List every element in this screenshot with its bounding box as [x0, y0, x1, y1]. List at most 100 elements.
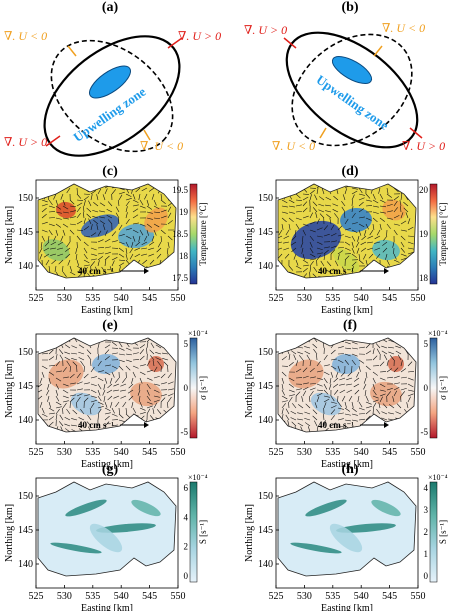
- vector-c-149: [153, 229, 157, 236]
- vector-f-217: [337, 407, 344, 410]
- vector-c-39: [48, 199, 53, 206]
- vector-c-275: [101, 266, 106, 273]
- colorbar-tick-f-0: 5: [424, 339, 429, 349]
- vector-e-189: [167, 393, 174, 397]
- vector-c-43: [76, 199, 83, 201]
- vector-c-257: [111, 260, 115, 267]
- vector-d-251: [309, 261, 314, 267]
- xtick-label-h-0: 525: [269, 591, 284, 602]
- vector-e-55: [155, 352, 162, 355]
- xtick-label-g-0: 525: [29, 591, 44, 602]
- vector-d-153: [283, 235, 290, 239]
- vector-d-157: [316, 235, 323, 238]
- vector-f-23: [304, 346, 311, 349]
- vector-f-255: [337, 418, 344, 421]
- vector-f-182: [357, 395, 360, 402]
- vector-f-31: [365, 343, 371, 349]
- schematic-a-dashed-ellipse: [50, 39, 174, 153]
- vector-e-50: [125, 353, 132, 356]
- vector-e-192: [55, 401, 62, 406]
- vector-f-139: [323, 383, 328, 390]
- vector-f-109: [379, 371, 387, 373]
- vector-f-36: [395, 345, 402, 349]
- vector-e-10: [111, 341, 117, 346]
- vector-c-134: [48, 229, 53, 236]
- vector-c-248: [48, 265, 51, 272]
- vector-c-53: [146, 199, 150, 206]
- vector-f-132: [407, 377, 414, 381]
- vector-d-106: [358, 216, 365, 219]
- vector-c-11: [118, 187, 125, 191]
- colorbar-tick-c-4: 17.5: [172, 273, 188, 283]
- vector-c-123: [99, 220, 106, 225]
- colorbar-g: [189, 481, 198, 583]
- vector-f-198: [337, 401, 342, 407]
- vector-d-176: [316, 241, 323, 245]
- vector-d-196: [323, 246, 330, 249]
- vector-f-296: [358, 431, 364, 432]
- vector-f-54: [388, 351, 395, 355]
- vector-f-27: [337, 346, 344, 349]
- vector-c-62: [76, 202, 83, 207]
- vector-c-280: [139, 271, 145, 277]
- scale-arrow-label-f: 40 cm s⁻¹: [318, 420, 354, 430]
- vector-e-149: [153, 383, 160, 386]
- vector-f-270: [304, 422, 311, 427]
- vector-d-255: [334, 260, 339, 267]
- vector-f-7: [330, 338, 336, 343]
- field-blob-h-1: [336, 523, 396, 533]
- ytick-label-c-0: 150: [18, 193, 33, 204]
- vector-d-107: [365, 217, 372, 221]
- xtick-label-c-1: 530: [57, 293, 72, 304]
- vector-f-283: [396, 421, 402, 427]
- vector-d-302: [399, 272, 402, 278]
- vector-c-270: [69, 271, 76, 276]
- vector-e-151: [167, 381, 174, 385]
- vector-e-99: [69, 366, 72, 373]
- vector-d-146: [369, 229, 374, 236]
- vector-d-31: [365, 193, 371, 199]
- vector-e-213: [69, 401, 71, 409]
- vector-d-183: [360, 241, 367, 245]
- vector-f-187: [393, 390, 398, 397]
- vector-c-301: [153, 277, 160, 278]
- colorbar-title-g: S [s⁻¹]: [198, 520, 208, 544]
- vector-e-88: [125, 365, 131, 371]
- vector-e-90: [139, 364, 146, 367]
- vector-e-203: [131, 401, 134, 408]
- map-panel-c: 525 530 535 540 545 550 150 145 140 Easting [km] N…: [4, 179, 208, 316]
- field-blob-h-2: [290, 542, 342, 554]
- vector-f-216: [330, 405, 337, 409]
- vector-e-218: [104, 407, 111, 412]
- vector-f-129: [386, 376, 393, 379]
- vector-c-297: [125, 272, 129, 278]
- vector-f-84: [337, 365, 341, 372]
- vector-c-66: [99, 202, 106, 207]
- vector-e-195: [76, 396, 81, 403]
- vector-e-56: [162, 352, 169, 355]
- xtick-label-e-2: 535: [85, 447, 100, 458]
- vector-d-50: [365, 199, 372, 202]
- vector-f-147: [379, 383, 386, 388]
- vector-f-299: [379, 426, 383, 432]
- vector-c-206: [148, 247, 155, 251]
- vector-e-236: [97, 408, 102, 415]
- colorbar-exponent-f: ×10⁻⁴: [428, 329, 448, 338]
- vector-c-240: [125, 259, 131, 265]
- vector-e-145: [120, 383, 127, 387]
- vector-e-271: [71, 424, 78, 427]
- vector-d-215: [323, 249, 329, 255]
- vector-f-65: [337, 359, 344, 364]
- vector-d-83: [325, 210, 332, 213]
- vector-d-223: [375, 253, 381, 259]
- vector-e-168: [153, 389, 160, 393]
- panel-label-c: (c): [102, 164, 118, 179]
- vector-f-274: [337, 425, 344, 427]
- vector-c-27: [97, 188, 102, 195]
- field-blob-g-3: [131, 499, 161, 517]
- field-blob-e-4: [148, 356, 164, 372]
- vector-c-73: [153, 205, 160, 210]
- vector-f-224: [382, 403, 388, 409]
